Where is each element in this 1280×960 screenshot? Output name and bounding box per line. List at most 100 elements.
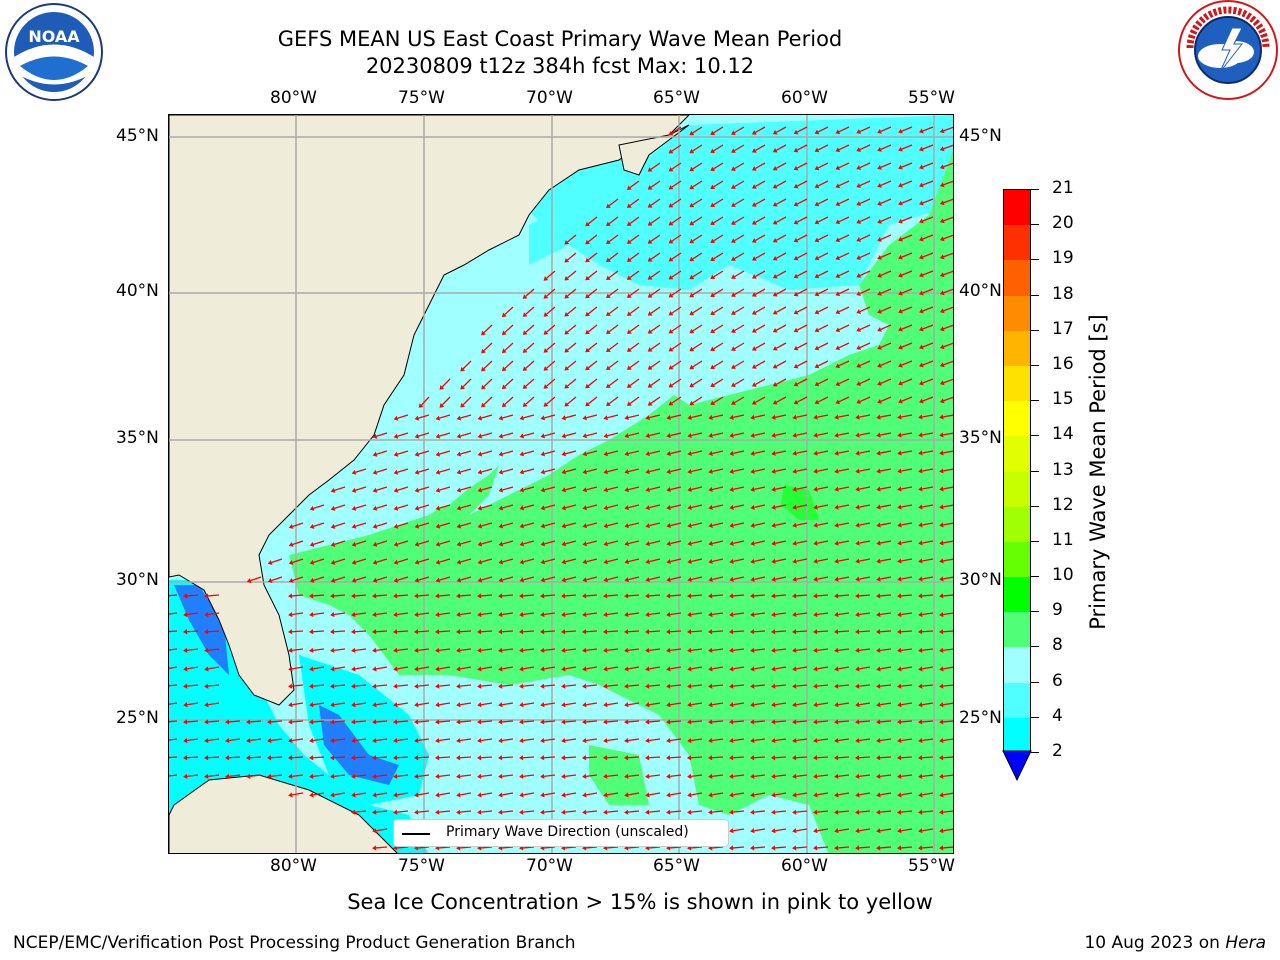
wave-direction-arrow [733,486,745,491]
wave-direction-arrow [501,756,514,759]
wave-direction-arrow [901,468,913,472]
wave-direction-arrow [565,792,577,796]
wave-direction-arrowhead [814,291,820,297]
wave-direction-arrow [418,702,430,706]
wave-direction-arrowhead [751,400,757,405]
wave-direction-arrowhead [481,330,486,336]
wave-direction-arrowhead [708,773,713,779]
wave-direction-arrowhead [351,469,357,475]
wave-direction-arrow [355,468,367,473]
wave-direction-arrow [271,558,283,564]
wave-direction-arrowhead [687,702,692,708]
wave-direction-arrow [565,522,577,527]
wave-direction-arrowhead [519,593,524,599]
wave-direction-arrowhead [939,272,945,278]
wave-direction-arrow [628,666,640,670]
wave-direction-arrowhead [561,593,566,599]
wave-direction-arrowhead [456,702,461,708]
wave-direction-arrowhead [918,504,923,510]
wave-direction-arrowhead [582,451,588,457]
wave-direction-arrowhead [330,541,336,547]
wave-direction-arrow [502,612,514,616]
wave-direction-arrow [544,432,556,437]
wave-direction-arrow [523,522,535,527]
wave-direction-arrowhead [519,809,524,815]
wave-direction-arrowhead [708,792,713,798]
wave-direction-arrowhead [647,257,653,262]
wave-direction-arrowhead [834,683,839,689]
wave-direction-arrowhead [543,330,549,335]
wave-direction-arrow [607,666,619,670]
colorbar-tick-label: 18 [1052,283,1074,304]
wave-direction-arrowhead [771,468,776,474]
wave-direction-arrow [880,324,892,330]
wave-direction-arrowhead [540,559,546,565]
wave-direction-arrowhead [522,312,528,317]
wave-direction-arrowhead [372,702,377,708]
wave-direction-arrowhead [835,381,841,387]
wave-direction-arrow [671,252,682,260]
wave-direction-arrowhead [603,755,608,761]
colorbar-tick [1031,540,1039,542]
wave-direction-arrow [754,522,766,527]
wave-direction-arrow [922,540,934,544]
wave-direction-arrowhead [351,755,356,761]
wave-direction-arrow [334,648,346,651]
wave-direction-arrowhead [897,576,902,582]
wave-direction-arrow [670,792,682,796]
wave-direction-arrow [859,252,871,259]
wave-direction-arrow [838,450,850,454]
colorbar-tick-label: 12 [1052,494,1074,515]
wave-direction-arrowhead [603,683,608,689]
wave-direction-arrowhead [414,611,419,618]
wave-direction-arrow [776,126,787,133]
wave-direction-arrow [901,648,913,651]
wave-direction-arrowhead [855,629,860,635]
wave-direction-arrow [733,522,745,527]
wave-direction-arrow [544,612,556,616]
colorbar-tick [1031,646,1039,648]
legend-line-swatch [402,833,430,835]
wave-direction-arrow [817,342,829,349]
wave-direction-arrow [900,756,913,759]
wave-direction-arrow [734,162,745,170]
wave-direction-arrowhead [288,683,293,689]
wave-direction-arrow [754,738,766,742]
wave-direction-arrowhead [855,593,860,599]
wave-direction-arrow [169,720,178,723]
wave-direction-arrow [754,774,766,777]
wave-direction-arrowhead [582,792,587,798]
wave-direction-arrow [229,738,241,742]
wave-direction-arrowhead [834,647,839,653]
wave-direction-arrow [375,810,388,813]
wave-direction-arrow [483,324,493,334]
period-6-8-north [529,115,953,290]
wave-direction-arrow [671,360,682,368]
wave-direction-arrowhead [309,702,314,708]
wave-direction-arrowhead [183,737,188,744]
wave-direction-arrowhead [585,329,590,335]
wave-direction-arrow [943,162,953,168]
wave-direction-arrow [567,234,577,243]
wave-direction-arrowhead [351,611,356,618]
wave-direction-arrowhead [792,719,797,725]
wave-direction-arrowhead [582,611,587,618]
wave-direction-arrowhead [835,345,841,351]
wave-direction-arrowhead [918,755,923,761]
wave-direction-arrow [187,738,199,742]
wave-direction-arrow [481,774,493,777]
wave-direction-arrow [439,792,451,796]
wave-direction-arrowhead [645,773,650,779]
wave-direction-arrowhead [564,239,570,245]
wave-direction-arrow [543,846,556,849]
wave-direction-arrowhead [372,719,377,725]
wave-direction-arrow [565,612,577,616]
wave-direction-arrow [880,126,892,132]
wave-direction-arrow [502,774,514,777]
wave-direction-arrow [629,396,640,405]
wave-direction-arrowhead [603,629,608,635]
wave-direction-arrow [670,450,682,455]
wave-direction-arrow [483,396,493,406]
wave-direction-arrow [754,828,766,832]
wave-direction-arrow [713,144,724,152]
